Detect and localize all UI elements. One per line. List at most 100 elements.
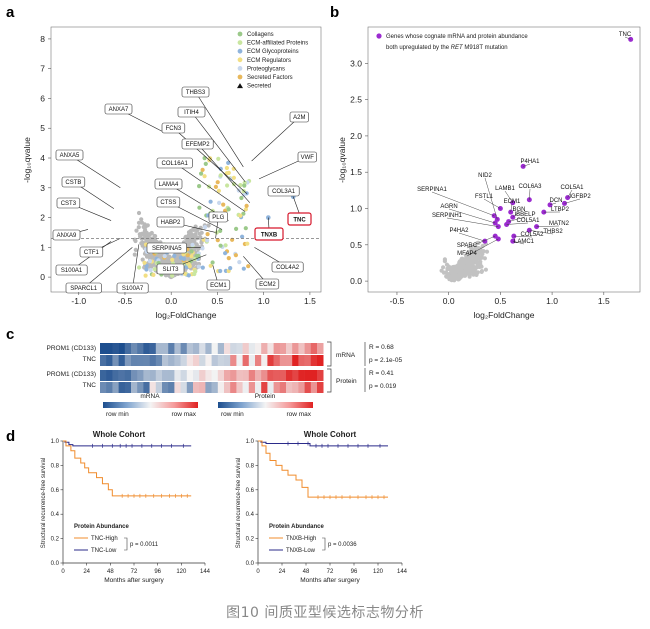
gene-label: A2M bbox=[293, 115, 305, 121]
heatmap-cell bbox=[100, 370, 107, 381]
panel-b-legend-line1: Genes whose cognate mRNA and protein abu… bbox=[386, 34, 528, 40]
heatmap-cell bbox=[118, 382, 126, 393]
volcano-matrisome-point bbox=[162, 254, 167, 259]
volcano-matrisome-point bbox=[142, 260, 147, 265]
heatmap-cell bbox=[298, 370, 305, 381]
y-tick-label: 6 bbox=[40, 93, 45, 103]
heatmap-cell bbox=[131, 370, 138, 381]
callout-line bbox=[529, 188, 531, 200]
volcano-matrisome-point bbox=[216, 188, 221, 193]
volcano-matrisome-point bbox=[203, 161, 208, 166]
heatmap-cell bbox=[100, 382, 107, 393]
gene-label: COL6A3 bbox=[518, 184, 542, 190]
heatmap-mrna-row-tnc: TNC bbox=[83, 356, 97, 363]
heatmap-cell bbox=[149, 343, 157, 354]
volcano-matrisome-point bbox=[170, 257, 175, 262]
heatmap-cell bbox=[255, 382, 262, 393]
callout-line bbox=[624, 36, 631, 40]
volcano-matrisome-point bbox=[241, 211, 246, 216]
callout-line bbox=[251, 116, 300, 162]
heatmap-cell bbox=[118, 355, 126, 366]
heatmap-cell bbox=[193, 355, 200, 366]
callout-line bbox=[484, 177, 498, 220]
gene-label: ITIH4 bbox=[184, 110, 199, 116]
volcano-matrisome-point bbox=[187, 264, 192, 269]
panel-c-label: c bbox=[6, 326, 14, 343]
legend-label: Secreted bbox=[247, 84, 271, 90]
volcano-point bbox=[195, 227, 200, 232]
heatmap-cell bbox=[286, 343, 293, 354]
volcano-matrisome-point bbox=[218, 228, 223, 233]
mrna-p: p = 2.1e-05 bbox=[369, 357, 402, 364]
km-x-tick-label: 0 bbox=[256, 569, 260, 575]
heatmap-cell bbox=[273, 355, 281, 366]
heatmap-cell bbox=[261, 370, 268, 381]
callout-line bbox=[513, 235, 533, 238]
y-tick-label: 2.5 bbox=[350, 95, 362, 105]
heatmap-cell bbox=[286, 370, 293, 381]
heatmap-cell bbox=[180, 370, 188, 381]
heatmap-cell bbox=[205, 382, 212, 393]
gene-label-box bbox=[177, 106, 206, 118]
volcano-matrisome-point bbox=[231, 175, 236, 180]
gene-label-box bbox=[181, 138, 214, 150]
gene-label: THBS3 bbox=[186, 90, 206, 96]
gene-label: P4HA1 bbox=[520, 159, 540, 165]
volcano-point bbox=[471, 272, 476, 277]
km-right-p-value: p = 0.0036 bbox=[328, 542, 357, 548]
panel-c-heatmap: PROM1 (CD133) TNC PROM1 (CD133) TNC mRNA… bbox=[47, 341, 402, 418]
volcano-point bbox=[454, 273, 459, 278]
heatmap-cell bbox=[310, 382, 318, 393]
callout-line bbox=[512, 211, 520, 218]
volcano-matrisome-point bbox=[214, 230, 219, 235]
km-left-title: Whole Cohort bbox=[93, 430, 146, 439]
volcano-matrisome-point bbox=[172, 253, 177, 258]
volcano-matrisome-point bbox=[226, 160, 231, 165]
heatmap-cell bbox=[106, 355, 113, 366]
volcano-matrisome-point bbox=[216, 156, 221, 161]
volcano-point bbox=[480, 251, 485, 257]
volcano-point bbox=[462, 271, 467, 276]
volcano-matrisome-point bbox=[185, 253, 190, 258]
mrna-scale-title: mRNA bbox=[140, 393, 160, 400]
protein-scale-min: row min bbox=[221, 411, 244, 418]
panel-b-legend-line2: both upregulated by the RET M918T mutati… bbox=[386, 45, 508, 51]
heatmap-cell bbox=[286, 355, 293, 366]
callout-line bbox=[191, 111, 246, 183]
heatmap-cell bbox=[149, 355, 157, 366]
km-left-ylabel: Structural recurrence-free survival bbox=[41, 458, 47, 548]
gene-label: ANXA5 bbox=[60, 153, 80, 159]
gene-label: PLG bbox=[212, 215, 224, 221]
volcano-point bbox=[140, 257, 145, 262]
y-tick-label: 2.0 bbox=[350, 131, 362, 141]
volcano-point bbox=[139, 220, 144, 225]
volcano-point bbox=[464, 260, 469, 265]
heatmap-cell bbox=[186, 343, 194, 354]
panel-b-xlabel: log₂FoldChange bbox=[474, 310, 535, 320]
heatmap-cell bbox=[112, 343, 119, 354]
km-right-high-curve bbox=[258, 440, 388, 498]
heatmap-cell bbox=[279, 382, 287, 393]
legend-marker bbox=[237, 48, 243, 54]
gene-label-box bbox=[156, 216, 185, 228]
y-tick-label: 1 bbox=[40, 242, 45, 252]
panel-b-points bbox=[439, 36, 634, 283]
heatmap-protein-row-prom1: PROM1 (CD133) bbox=[47, 371, 96, 378]
volcano-point bbox=[483, 267, 488, 272]
heatmap-cell bbox=[174, 355, 181, 366]
panel-b-callout-lines bbox=[431, 36, 631, 257]
heatmap-cell bbox=[112, 370, 119, 381]
heatmap-cells bbox=[100, 343, 324, 393]
volcano-point bbox=[183, 235, 188, 240]
gene-label: LAMA4 bbox=[159, 182, 179, 188]
callout-line bbox=[536, 225, 560, 227]
y-tick-label: 4 bbox=[40, 153, 45, 163]
heatmap-cell bbox=[217, 355, 225, 366]
heatmap-cell bbox=[124, 343, 132, 354]
gene-label-box bbox=[154, 178, 183, 190]
gene-label-box bbox=[289, 111, 309, 123]
legend-label: Collagens bbox=[247, 32, 274, 38]
volcano-matrisome-point bbox=[218, 243, 223, 248]
